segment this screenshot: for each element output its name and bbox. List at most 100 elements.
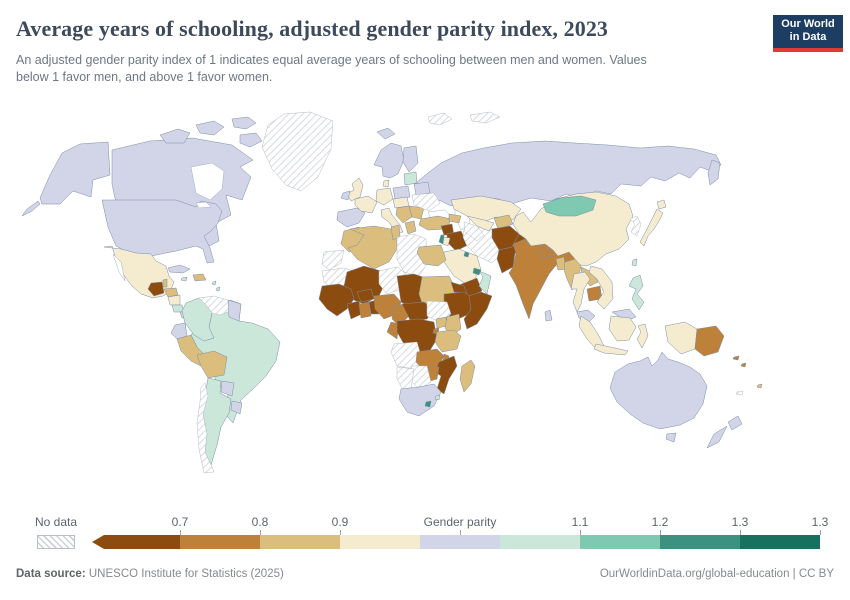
legend-bin-gt-1.3[interactable] [740,535,820,549]
world-choropleth-map[interactable] [0,105,850,505]
country-ireland[interactable] [340,190,351,201]
country-vietnam[interactable] [588,265,614,310]
country-egypt[interactable] [416,244,447,267]
country-gulf-states-kuwait[interactable] [463,251,470,258]
country-france[interactable] [354,195,378,214]
country-saudi-arabia[interactable] [443,248,482,287]
country-new-zealand-south[interactable] [706,425,728,449]
country-honduras[interactable] [163,287,179,298]
country-indonesia-kalimantan[interactable] [608,315,637,342]
legend-bin-1.1-1.2[interactable] [580,535,660,549]
country-baltics[interactable] [403,171,418,186]
country-somalia[interactable] [463,291,493,330]
country-philippines[interactable] [628,274,645,311]
owid-logo[interactable]: Our World in Data [773,15,843,52]
country-sri-lanka[interactable] [544,309,553,322]
country-tunisia[interactable] [390,224,401,241]
country-indonesia-west-papua[interactable] [664,321,698,355]
country-lesser-antilles[interactable] [215,286,221,292]
country-japan[interactable] [639,208,664,247]
country-denmark[interactable] [382,179,390,188]
gulf-of-california [112,253,126,282]
country-australia-tasmania[interactable] [665,432,677,443]
legend-bin-lt-0.7[interactable] [92,535,180,549]
country-arctic-islands[interactable] [195,120,225,136]
legend-bin-0.7-0.8[interactable] [180,535,260,549]
country-chile[interactable] [196,382,215,474]
country-png[interactable] [694,325,725,357]
country-libya[interactable] [396,233,428,277]
legend-tick-label: 0.9 [331,515,349,529]
country-bolivia[interactable] [196,350,228,379]
country-poland[interactable] [392,185,411,200]
country-svalbard[interactable] [469,111,501,124]
country-western-sahara[interactable] [321,249,345,271]
country-mongolia[interactable] [542,195,597,217]
legend-tick [180,530,181,535]
country-koreas[interactable] [629,215,642,237]
country-arctic-islands[interactable] [239,132,263,148]
country-taiwan[interactable] [631,258,638,267]
country-balkans[interactable] [395,205,413,224]
legend-bin-1.2-1.3[interactable] [660,535,740,549]
country-nicaragua[interactable] [167,294,181,306]
country-lesser-antilles[interactable] [211,280,217,286]
country-caucasus[interactable] [448,213,462,224]
country-fiji[interactable] [756,383,763,389]
country-ghana[interactable] [358,301,372,319]
legend-bin-parity[interactable] [420,535,500,549]
country-uzbekistan[interactable] [466,215,495,232]
legend-color-bar[interactable] [92,535,820,549]
country-jordan[interactable] [442,236,451,247]
country-greece[interactable] [404,220,417,235]
country-new-caledonia[interactable] [735,390,744,396]
country-thailand[interactable] [570,271,591,313]
country-belize[interactable] [162,278,168,288]
country-jamaica[interactable] [180,276,188,282]
country-iceland[interactable] [376,127,396,140]
country-guatemala[interactable] [147,281,165,297]
country-germany[interactable] [375,187,394,206]
country-ukraine[interactable] [411,192,441,212]
country-alaska-aleutians[interactable] [21,200,41,217]
country-solomon-islands[interactable] [732,355,740,361]
legend-no-data-swatch[interactable] [37,535,75,549]
country-south-africa[interactable] [398,383,442,417]
country-arctic-islands[interactable] [159,128,191,144]
legend-bin-1.05-1.1[interactable] [500,535,580,549]
country-cuba[interactable] [167,264,191,274]
country-japan-hokkaido[interactable] [656,199,667,210]
country-eswatini[interactable] [434,394,441,401]
country-greenland[interactable] [261,111,334,192]
country-arctic-islands[interactable] [231,116,257,130]
country-alaska[interactable] [39,141,111,205]
country-tanzania[interactable] [434,329,462,353]
country-gabon-congo[interactable] [386,321,400,340]
country-indonesia-java[interactable] [593,343,629,356]
country-russia-kamchatka[interactable] [707,159,721,186]
legend-bin-0.9-0.95[interactable] [340,535,420,549]
country-uruguay[interactable] [230,400,243,415]
country-solomon-islands[interactable] [740,362,747,368]
country-finland[interactable] [402,145,419,173]
country-belarus[interactable] [413,181,431,196]
country-indonesia-sulawesi[interactable] [636,323,649,349]
country-paraguay[interactable] [220,380,235,397]
country-oman[interactable] [478,270,492,295]
country-iberia[interactable] [336,207,366,228]
legend-bin-0.8-0.9[interactable] [260,535,340,549]
country-lesotho[interactable] [424,400,432,408]
country-svalbard[interactable] [427,112,453,126]
country-nepal[interactable] [536,248,555,259]
country-australia[interactable] [609,351,708,430]
country-hispaniola[interactable] [192,273,207,282]
country-scandinavia[interactable] [373,142,405,179]
credit-link[interactable]: OurWorldinData.org/global-education | CC… [599,568,834,580]
country-west-africa-coast[interactable] [318,283,355,317]
country-gulf-states[interactable] [472,267,482,276]
country-new-zealand-north[interactable] [727,415,743,431]
country-turkmenistan[interactable] [463,221,485,242]
country-guyana-suriname[interactable] [227,299,242,322]
country-venezuela[interactable] [198,295,231,316]
country-madagascar[interactable] [459,359,476,393]
